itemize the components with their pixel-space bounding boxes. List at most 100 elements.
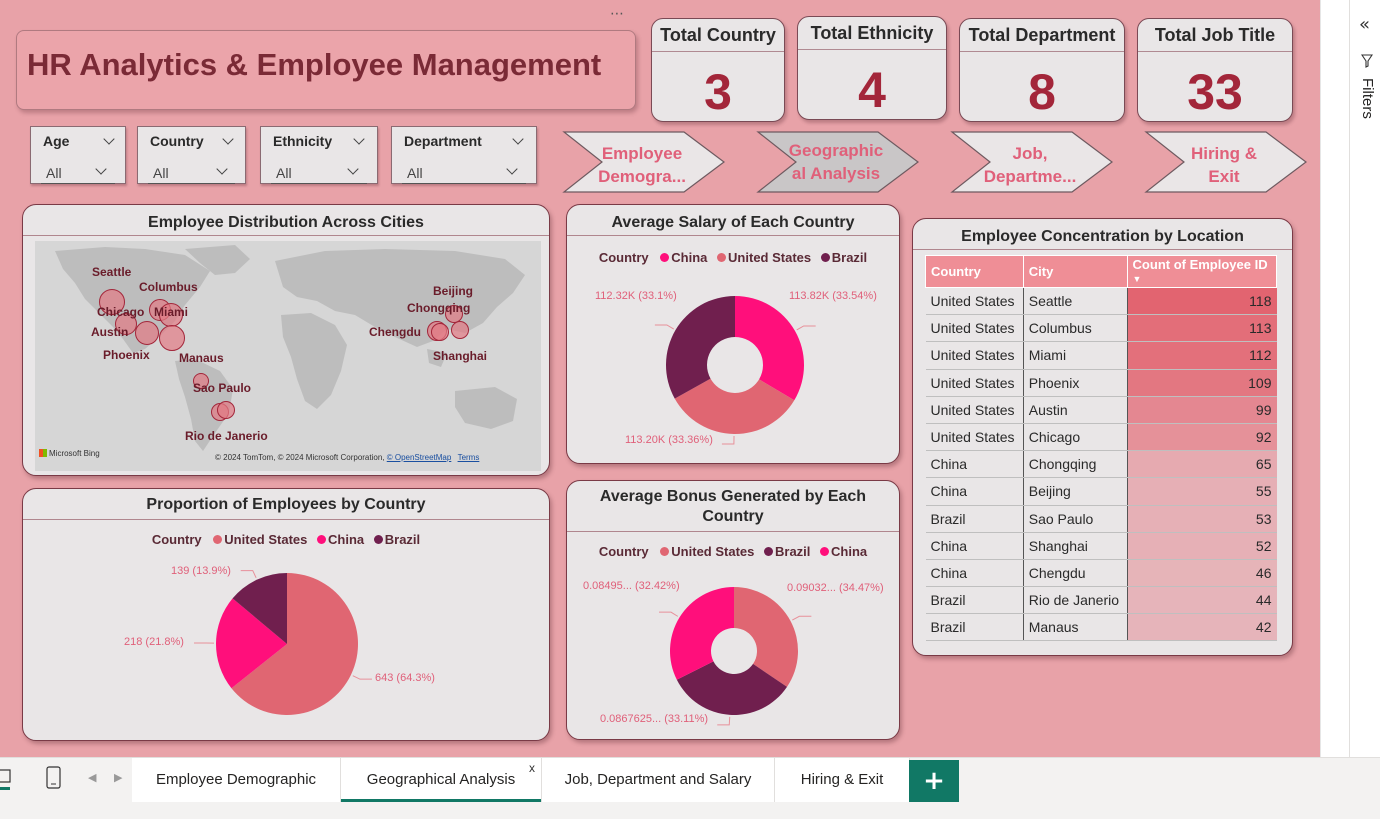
pie-slice[interactable]: [666, 296, 735, 399]
kpi-label: Total Job Title: [1154, 25, 1276, 45]
close-tab-icon[interactable]: x: [529, 761, 535, 775]
slicer-department[interactable]: Department All: [391, 126, 537, 184]
nav-button-hiring-exit[interactable]: Hiring & Exit: [1144, 130, 1310, 196]
bing-logo: Microsoft Bing: [39, 449, 100, 458]
table-row[interactable]: United States Miami 112: [925, 341, 1277, 370]
nav-label: Exit: [1208, 167, 1240, 186]
table-row[interactable]: United States Phoenix 109: [925, 369, 1277, 397]
table-row[interactable]: China Beijing 55: [925, 477, 1277, 506]
bonus-donut-visual[interactable]: Average Bonus Generated by Each Country …: [566, 480, 900, 740]
world-map[interactable]: Seattle Columbus Chicago Miami Austin Ph…: [35, 241, 541, 471]
map-visual[interactable]: Employee Distribution Across Cities: [22, 204, 550, 476]
table-row[interactable]: China Chengdu 46: [925, 559, 1277, 588]
kpi-total-department[interactable]: Total Department 8: [959, 18, 1125, 122]
table-row[interactable]: Brazil Sao Paulo 53: [925, 505, 1277, 533]
city-bubble[interactable]: [135, 321, 159, 345]
chevron-down-icon[interactable]: [347, 163, 359, 175]
slicer-ethnicity[interactable]: Ethnicity All: [260, 126, 378, 184]
kpi-value: 8: [1028, 64, 1056, 120]
table-row[interactable]: United States Seattle 118: [925, 287, 1277, 316]
nav-chevron-shape: [756, 131, 919, 193]
city-label: Seattle: [92, 265, 132, 279]
leader-line: [659, 611, 679, 617]
scroll-left-icon[interactable]: ◀: [88, 771, 97, 784]
salary-donut-visual[interactable]: Average Salary of Each Country Country C…: [566, 204, 900, 464]
pie-slice[interactable]: [734, 587, 798, 687]
chevron-down-icon[interactable]: [506, 163, 518, 175]
slicer-age[interactable]: Age All: [30, 126, 126, 184]
leader-line: [352, 675, 372, 680]
cell-country: China: [925, 477, 1024, 506]
nav-button-job-department[interactable]: Job, Departme...: [950, 130, 1116, 196]
chart-legend: Country China United States Brazil: [598, 250, 868, 265]
chevron-down-icon[interactable]: [222, 133, 234, 145]
table-row[interactable]: China Shanghai 52: [925, 532, 1277, 560]
scroll-right-icon[interactable]: ▶: [114, 771, 123, 784]
table-row[interactable]: United States Austin 99: [925, 396, 1277, 424]
column-header[interactable]: City: [1022, 255, 1128, 288]
tab-geographical-analysis[interactable]: Geographical Analysis x: [341, 758, 542, 802]
column-header[interactable]: Country: [925, 255, 1024, 288]
city-bubble[interactable]: [99, 289, 125, 315]
table-row[interactable]: Brazil Rio de Janerio 44: [925, 586, 1277, 615]
cell-city: Miami: [1023, 341, 1128, 370]
sort-desc-icon[interactable]: ▼: [1132, 273, 1142, 284]
osm-link[interactable]: © OpenStreetMap: [386, 453, 452, 462]
city-label: Manaus: [179, 351, 224, 365]
desktop-view-icon[interactable]: [0, 768, 12, 790]
tab-employee-demographic[interactable]: Employee Demographic: [132, 758, 341, 802]
pie-slice[interactable]: [670, 587, 734, 680]
chevron-down-icon[interactable]: [95, 163, 107, 175]
column-header[interactable]: Count of Employee ID ▼: [1126, 255, 1278, 288]
city-bubble[interactable]: [159, 325, 185, 351]
data-label: 0.0867625... (33.11%): [600, 713, 709, 725]
slicer-label: Ethnicity: [273, 133, 333, 149]
mobile-view-icon[interactable]: [46, 766, 62, 790]
city-bubble[interactable]: [431, 323, 449, 341]
pie-slice[interactable]: [674, 378, 795, 434]
slicer-label: Country: [150, 133, 204, 149]
table-row[interactable]: United States Chicago 92: [925, 423, 1277, 452]
chevron-down-icon[interactable]: [512, 133, 524, 145]
more-options-icon[interactable]: ⋯: [610, 6, 625, 22]
map-attribution: © 2024 TomTom, © 2024 Microsoft Corporat…: [215, 453, 480, 462]
city-bubble[interactable]: [115, 313, 137, 335]
kpi-total-job-title[interactable]: Total Job Title 33: [1137, 18, 1293, 122]
city-bubble[interactable]: [193, 373, 209, 389]
tab-hiring-exit[interactable]: Hiring & Exit: [775, 758, 910, 802]
leader-line: [721, 435, 735, 445]
location-table-visual[interactable]: Employee Concentration by Location Count…: [912, 218, 1293, 656]
slicer-label: Age: [43, 133, 70, 149]
table-row[interactable]: China Chongqing 65: [925, 450, 1277, 479]
chevron-down-icon[interactable]: [353, 133, 365, 145]
pie-slice[interactable]: [231, 573, 359, 715]
chevron-down-icon[interactable]: [103, 133, 115, 145]
filters-label[interactable]: Filters: [1359, 78, 1376, 119]
slicer-country[interactable]: Country All: [137, 126, 246, 184]
city-bubble[interactable]: [159, 303, 183, 327]
pie-slice[interactable]: [215, 598, 287, 689]
filter-icon[interactable]: [1361, 54, 1373, 68]
cell-country: United States: [925, 341, 1024, 370]
nav-label: al Analysis: [791, 164, 881, 183]
table-row[interactable]: Brazil Manaus 42: [925, 613, 1277, 642]
kpi-total-ethnicity[interactable]: Total Ethnicity 4: [797, 16, 947, 120]
data-label: 0.08495... (32.42%): [583, 580, 680, 592]
cell-count: 92: [1127, 423, 1277, 452]
pie-slice[interactable]: [676, 661, 788, 715]
proportion-pie-visual[interactable]: Proportion of Employees by Country Count…: [22, 488, 550, 741]
collapse-pane-icon[interactable]: «: [1359, 14, 1371, 35]
table-row[interactable]: United States Columbus 113: [925, 314, 1277, 343]
nav-button-geographical-analysis[interactable]: Geographic al Analysis: [756, 130, 922, 196]
nav-button-employee-demographic[interactable]: Employee Demogra...: [562, 130, 728, 196]
chevron-down-icon[interactable]: [216, 163, 228, 175]
pie-slice[interactable]: [735, 296, 804, 401]
city-bubble[interactable]: [451, 321, 469, 339]
city-bubble[interactable]: [217, 401, 235, 419]
kpi-total-country[interactable]: Total Country 3: [651, 18, 785, 122]
add-page-button[interactable]: +: [909, 760, 959, 802]
pie-slice[interactable]: [232, 573, 287, 644]
cell-count: 55: [1127, 477, 1277, 506]
terms-link[interactable]: Terms: [457, 453, 480, 462]
tab-job-department-salary[interactable]: Job, Department and Salary: [542, 758, 775, 802]
